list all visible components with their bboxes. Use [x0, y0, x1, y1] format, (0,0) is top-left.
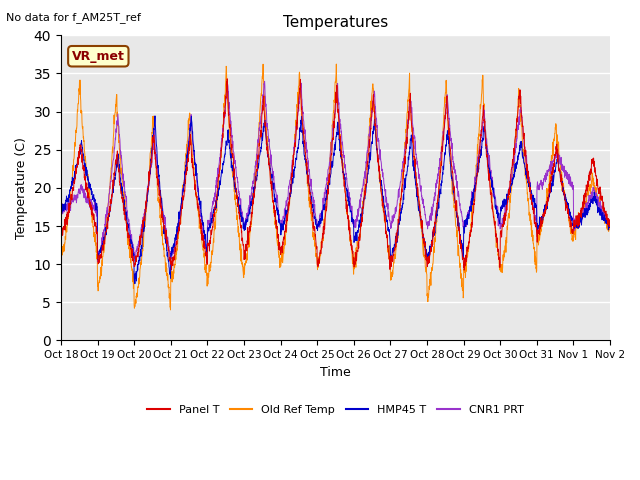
HMP45 T	[495, 218, 503, 224]
Old Ref Temp	[606, 224, 614, 230]
CNR1 PRT	[94, 259, 102, 264]
CNR1 PRT	[606, 224, 614, 230]
Panel T	[558, 182, 566, 188]
Old Ref Temp	[495, 264, 503, 270]
HMP45 T	[364, 170, 371, 176]
Old Ref Temp	[211, 226, 218, 232]
Title: Temperatures: Temperatures	[283, 15, 388, 30]
Text: VR_met: VR_met	[72, 50, 125, 63]
Panel T	[495, 254, 503, 260]
HMP45 T	[151, 113, 159, 119]
Line: Panel T: Panel T	[61, 79, 610, 270]
Panel T	[364, 159, 371, 165]
CNR1 PRT	[260, 78, 268, 84]
HMP45 T	[131, 281, 139, 287]
HMP45 T	[57, 208, 65, 214]
Line: CNR1 PRT: CNR1 PRT	[61, 81, 610, 262]
Line: Old Ref Temp: Old Ref Temp	[61, 64, 610, 310]
CNR1 PRT	[495, 219, 503, 225]
X-axis label: Time: Time	[320, 366, 351, 379]
Panel T	[210, 211, 218, 216]
HMP45 T	[211, 206, 218, 212]
Line: HMP45 T: HMP45 T	[61, 116, 610, 284]
Text: No data for f_AM25T_ref: No data for f_AM25T_ref	[6, 12, 141, 23]
CNR1 PRT	[558, 167, 566, 173]
Panel T	[606, 223, 614, 229]
CNR1 PRT	[57, 206, 65, 212]
Panel T	[223, 76, 231, 82]
CNR1 PRT	[364, 149, 371, 155]
CNR1 PRT	[352, 225, 360, 230]
Old Ref Temp	[558, 173, 566, 179]
Old Ref Temp	[364, 152, 371, 157]
Panel T	[351, 254, 359, 260]
Old Ref Temp	[166, 307, 174, 313]
Legend: Panel T, Old Ref Temp, HMP45 T, CNR1 PRT: Panel T, Old Ref Temp, HMP45 T, CNR1 PRT	[143, 401, 528, 420]
CNR1 PRT	[211, 197, 218, 203]
Old Ref Temp	[57, 252, 65, 257]
HMP45 T	[352, 232, 360, 238]
HMP45 T	[573, 214, 581, 219]
Old Ref Temp	[352, 257, 360, 263]
Y-axis label: Temperature (C): Temperature (C)	[15, 137, 28, 239]
HMP45 T	[606, 222, 614, 228]
Panel T	[460, 267, 468, 273]
Panel T	[57, 234, 65, 240]
Panel T	[573, 216, 581, 222]
Old Ref Temp	[332, 61, 340, 67]
CNR1 PRT	[573, 220, 581, 226]
HMP45 T	[558, 181, 566, 187]
Old Ref Temp	[573, 219, 581, 225]
